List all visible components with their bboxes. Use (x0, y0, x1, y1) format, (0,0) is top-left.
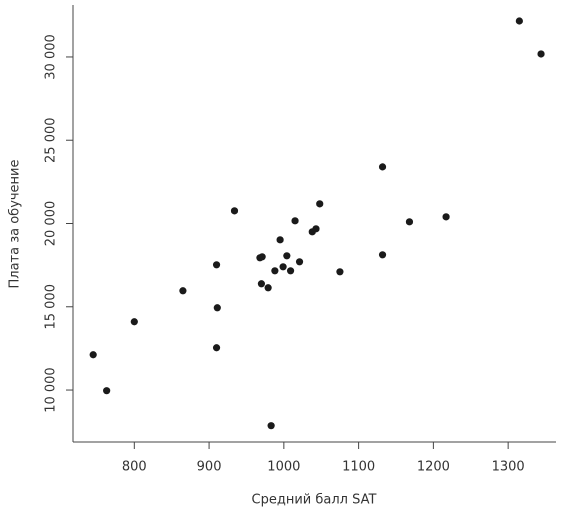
y-tick-label: 30 000 (44, 34, 59, 80)
x-tick-label: 800 (122, 460, 147, 475)
y-tick-label: 25 000 (44, 117, 59, 163)
point (89, 351, 97, 359)
point (213, 304, 221, 312)
x-axis-title: Средний балл SAT (252, 493, 377, 508)
point (276, 236, 284, 244)
point (212, 344, 221, 352)
x-tick-label: 1200 (417, 460, 450, 475)
point (264, 284, 272, 292)
point (230, 207, 239, 215)
x-tick-label: 1300 (492, 460, 525, 475)
point (271, 267, 279, 275)
x-tick-label: 1000 (267, 460, 300, 475)
point (179, 287, 187, 295)
y-tick-label: 15 000 (44, 284, 59, 330)
point (515, 17, 523, 25)
point (258, 253, 266, 261)
y-axis-title: Плата за обучение (8, 159, 23, 288)
point (283, 252, 291, 260)
point (316, 200, 324, 208)
point (212, 261, 221, 269)
point (286, 267, 295, 275)
point (295, 258, 304, 266)
point (378, 163, 387, 171)
x-tick-label: 1100 (342, 460, 375, 475)
point (279, 263, 287, 271)
y-tick-label: 10 000 (44, 367, 59, 413)
x-tick-label: 900 (197, 460, 222, 475)
point (378, 251, 387, 259)
point (405, 218, 414, 226)
point (267, 422, 275, 430)
point (130, 318, 138, 326)
point (257, 280, 266, 288)
point (291, 217, 299, 225)
point (537, 50, 545, 58)
point (336, 268, 344, 276)
y-tick-label: 20 000 (44, 201, 59, 247)
point (442, 213, 450, 221)
point (312, 225, 320, 233)
point (103, 387, 111, 395)
